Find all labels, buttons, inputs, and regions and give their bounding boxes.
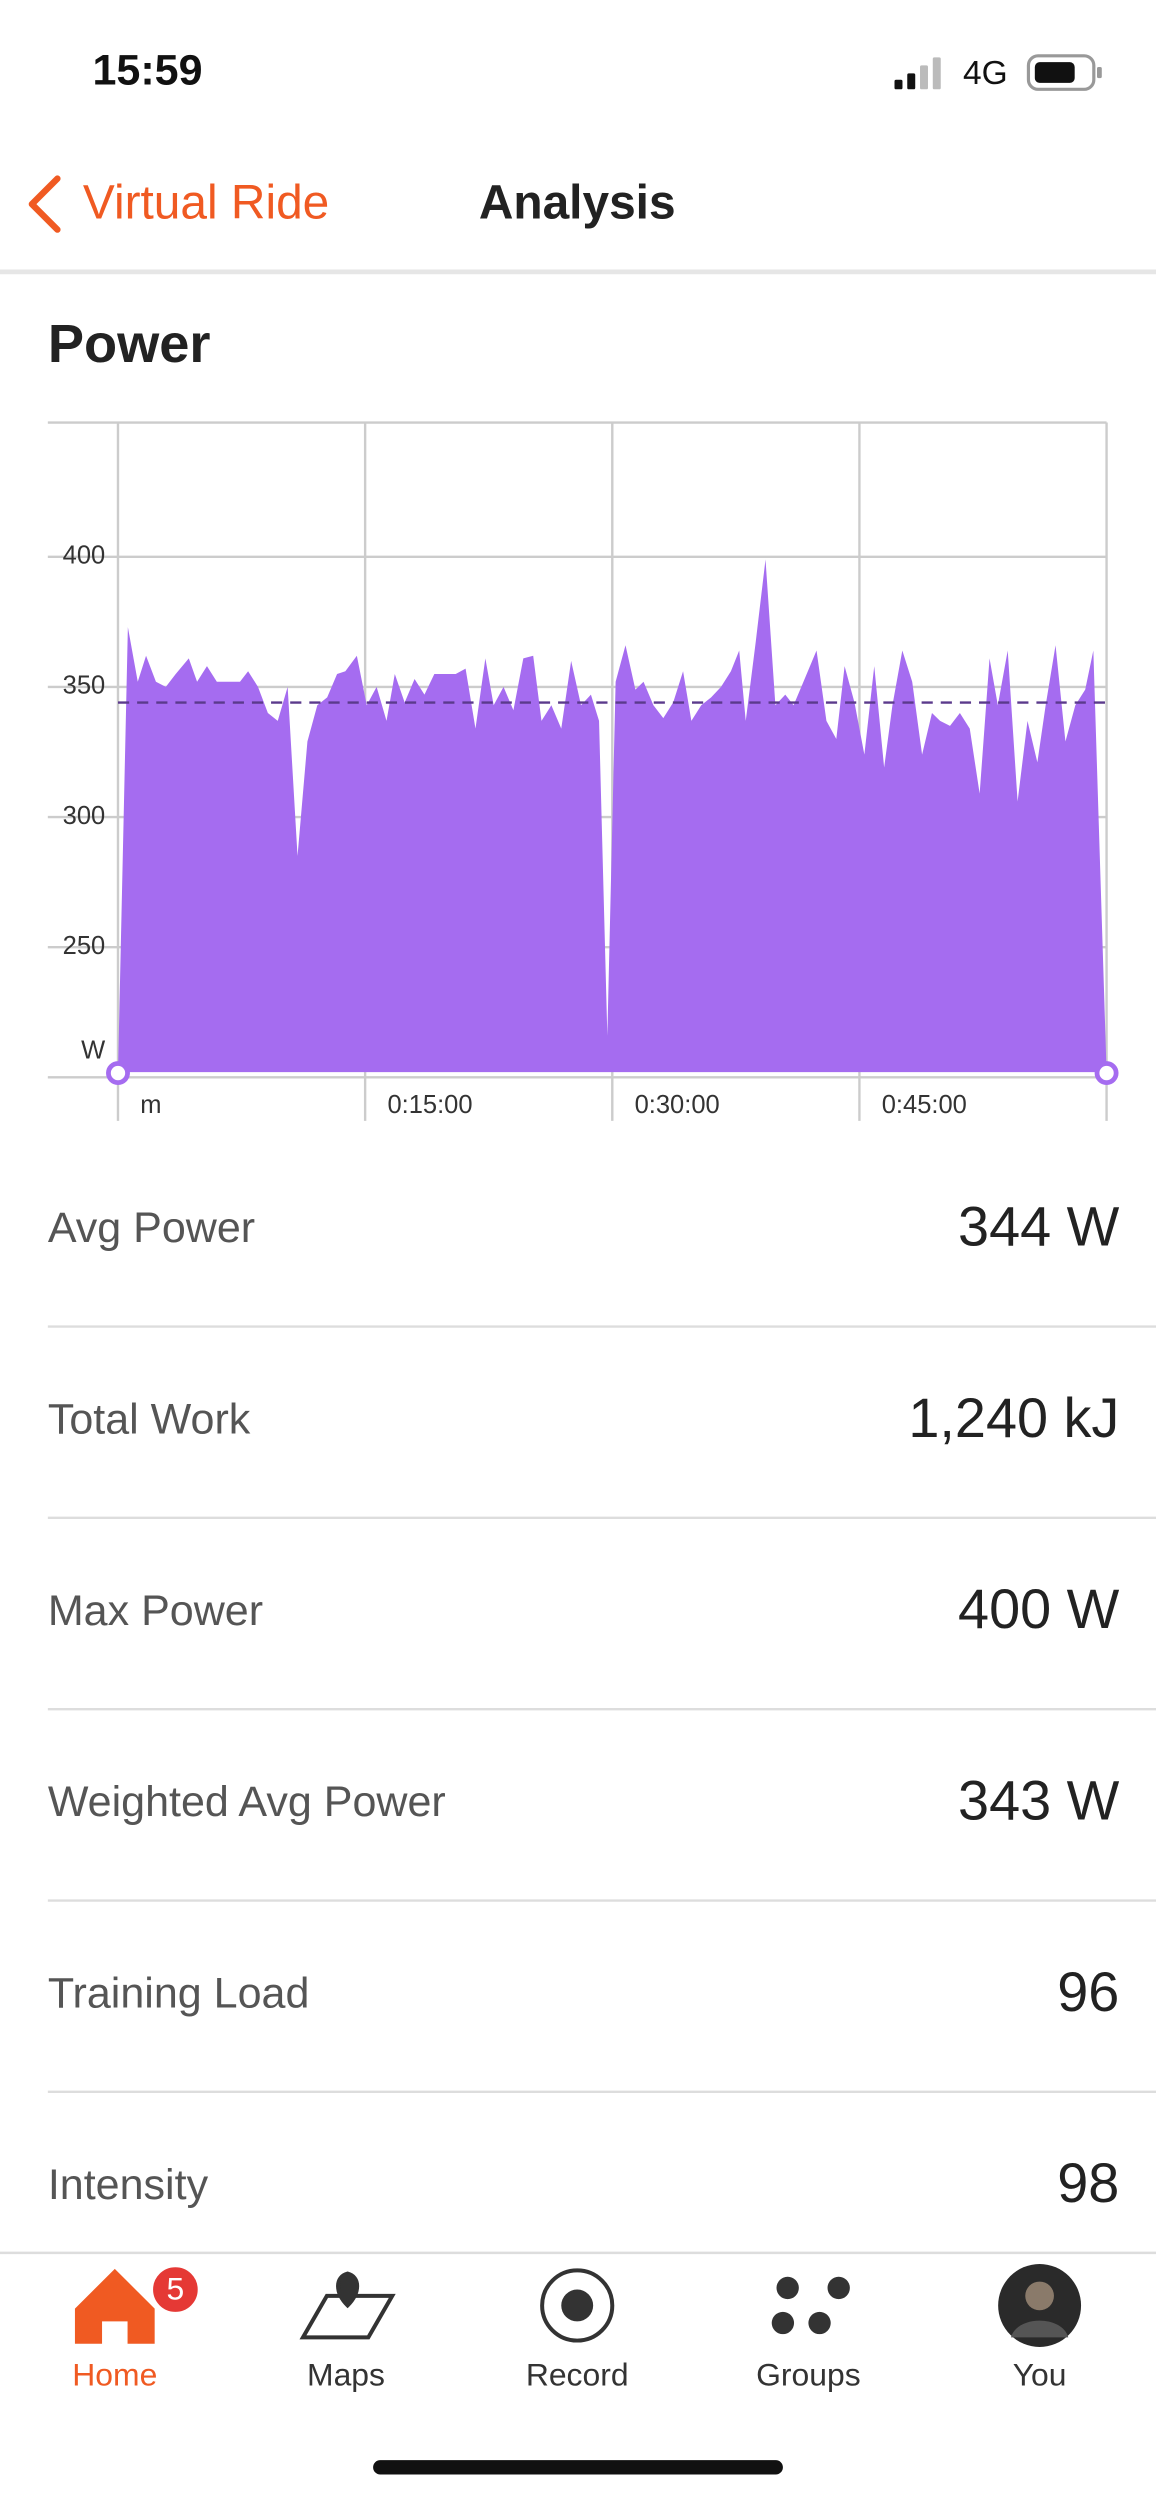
battery-icon <box>1026 54 1102 91</box>
range-handle[interactable] <box>1094 1061 1119 1085</box>
back-chevron[interactable] <box>28 175 61 233</box>
x-tick-label: 0:45:00 <box>882 1091 967 1119</box>
stat-value: 400 W <box>958 1577 1120 1640</box>
stat-label: Avg Power <box>48 1204 255 1252</box>
stat-label: Training Load <box>48 1970 310 2018</box>
stats-list: Avg Power 344 W Total Work 1,240 kJ Max Powe… <box>47 1195 1156 2214</box>
tab-label[interactable]: Maps <box>307 2357 385 2393</box>
y-tick-label: W <box>81 1037 105 1065</box>
status-time: 15:59 <box>92 47 202 95</box>
stat-label: Max Power <box>48 1587 263 1635</box>
nav-title: Analysis <box>479 176 676 229</box>
stat-value: 98 <box>1057 2151 1119 2214</box>
stat-value: 96 <box>1057 1960 1119 2023</box>
home-icon[interactable] <box>74 2268 155 2344</box>
y-tick-label: 400 <box>63 542 106 570</box>
status-network: 4G <box>963 55 1008 92</box>
tab-label[interactable]: Record <box>526 2357 629 2393</box>
home-indicator <box>373 2460 783 2475</box>
stat-value: 343 W <box>958 1769 1120 1832</box>
stat-label: Weighted Avg Power <box>48 1778 446 1826</box>
x-tick-label: 0:30:00 <box>635 1091 720 1119</box>
stat-value: 344 W <box>958 1195 1120 1258</box>
record-icon[interactable] <box>540 2268 615 2343</box>
y-tick-label: 350 <box>63 672 106 700</box>
maps-icon[interactable] <box>299 2271 396 2340</box>
y-tick-label: 250 <box>63 932 106 960</box>
x-tick-label: 0:15:00 <box>387 1091 472 1119</box>
back-button[interactable]: Virtual Ride <box>83 176 329 229</box>
tab-label[interactable]: Home <box>72 2357 157 2393</box>
range-handle[interactable] <box>106 1061 130 1085</box>
x-tick-label: m <box>140 1091 161 1119</box>
badge-count: 5 <box>167 2271 185 2307</box>
nav-divider <box>0 269 1156 275</box>
power-chart: W 250 300 350 400 m 0:15:00 0:30:00 0:45:00 <box>47 421 1119 1121</box>
section-title: Power <box>48 314 211 374</box>
badge <box>149 2264 201 2316</box>
tab-label[interactable]: Groups <box>756 2357 861 2393</box>
signal-icon <box>894 57 941 90</box>
y-tick-label: 300 <box>63 802 106 830</box>
tab-label[interactable]: You <box>1013 2357 1067 2393</box>
avatar[interactable] <box>998 2264 1082 2347</box>
stat-label: Total Work <box>48 1396 251 1444</box>
stat-label: Intensity <box>48 2161 209 2209</box>
power-area <box>117 559 1107 1073</box>
stat-value: 1,240 kJ <box>908 1386 1119 1449</box>
groups-icon[interactable] <box>771 2276 850 2335</box>
